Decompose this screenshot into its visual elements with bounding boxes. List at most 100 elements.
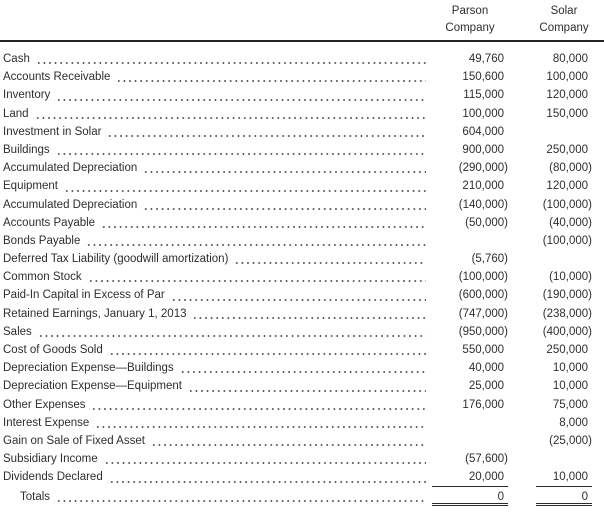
- table-row: Totals 0 0: [3, 488, 592, 507]
- dot-leader: [85, 268, 426, 287]
- parson-amount: (950,000): [458, 325, 508, 338]
- solar-amount: 150,000: [546, 107, 588, 120]
- row-label: Interest Expense: [3, 416, 90, 429]
- solar-amount: 10,000: [552, 362, 588, 375]
- row-label: Accounts Receivable: [3, 71, 111, 84]
- parson-amount: 25,000: [468, 380, 504, 393]
- solar-amount: 8,000: [559, 416, 588, 429]
- solar-amount: (25,000): [549, 434, 592, 447]
- solar-amount: [536, 123, 592, 141]
- table-row: Depreciation Expense—Equipment 25,000 10…: [3, 377, 592, 396]
- solar-amount: (40,000): [549, 216, 592, 229]
- table-row: Cash 49,760 80,000: [3, 50, 592, 69]
- dot-leader: [190, 304, 426, 323]
- table-row: Inventory 115,000 120,000: [3, 86, 592, 105]
- solar-amount: (10,000): [549, 271, 592, 284]
- parson-amount: [432, 432, 508, 450]
- solar-amount: 120,000: [546, 89, 588, 102]
- parson-amount: (50,000): [465, 216, 508, 229]
- table-row: Land 100,000 150,000: [3, 104, 592, 123]
- column-headers: Parson Company Solar Company: [0, 3, 604, 36]
- row-label: Buildings: [3, 143, 50, 156]
- row-label: Subsidiary Income: [3, 453, 98, 466]
- parson-amount: 176,000: [462, 398, 504, 411]
- parson-amount: (747,000): [458, 307, 508, 320]
- solar-amount: [536, 450, 592, 468]
- row-label: Common Stock: [3, 271, 82, 284]
- dot-leader: [141, 195, 426, 214]
- solar-amount: 80,000: [552, 53, 588, 65]
- dot-leader: [114, 68, 426, 87]
- table-row: Buildings 900,000 250,000: [3, 140, 592, 160]
- parson-amount: 20,000: [432, 468, 508, 487]
- dot-leader: [35, 322, 426, 341]
- table-row: Equipment 210,000 120,000: [3, 177, 592, 196]
- solar-amount: 100,000: [546, 71, 588, 84]
- parson-amount: [432, 232, 508, 250]
- parson-amount: 40,000: [468, 362, 504, 375]
- account-rows: Cash 49,760 80,000 Accounts Receivable 1…: [0, 42, 604, 507]
- solar-amount: (238,000): [542, 307, 592, 320]
- solar-amount: 75,000: [552, 398, 588, 411]
- parson-amount: (100,000): [458, 271, 508, 284]
- table-row: Investment in Solar 604,000: [3, 122, 592, 141]
- dot-leader: [89, 395, 426, 414]
- row-label: Totals: [20, 491, 51, 503]
- parson-amount: (5,760): [471, 253, 508, 266]
- header-divider-rule: [0, 40, 604, 42]
- row-label: Accumulated Depreciation: [3, 198, 138, 211]
- dot-leader: [232, 250, 426, 269]
- table-row: Accounts Receivable 150,600 100,000: [3, 68, 592, 87]
- parson-amount: 115,000: [463, 89, 504, 102]
- solar-amount: (80,000): [549, 162, 592, 175]
- dot-leader: [177, 359, 426, 378]
- parson-amount: 550,000: [462, 344, 504, 356]
- row-label: Sales: [3, 325, 32, 338]
- column-header-solar: Solar Company: [536, 3, 592, 36]
- dot-leader: [168, 286, 426, 305]
- row-label: Cash: [3, 53, 30, 65]
- parson-amount: 150,600: [462, 71, 504, 84]
- dot-leader: [106, 468, 426, 487]
- solar-amount: (400,000): [542, 325, 592, 338]
- solar-amount: [536, 250, 592, 268]
- table-row: Gain on Sale of Fixed Asset (25,000): [3, 431, 592, 451]
- row-label: Cost of Goods Sold: [3, 344, 103, 356]
- dot-leader: [84, 231, 426, 251]
- parson-amount: 210,000: [462, 180, 504, 193]
- dot-leader: [101, 450, 426, 469]
- dot-leader: [106, 341, 426, 360]
- dot-leader: [99, 213, 426, 232]
- parson-amount: (57,600): [465, 453, 508, 466]
- parson-amount: 604,000: [462, 125, 504, 138]
- table-row: Depreciation Expense—Buildings 40,000 10…: [3, 359, 592, 378]
- table-row: Dividends Declared 20,000 10,000: [3, 468, 592, 487]
- dot-leader: [61, 177, 426, 196]
- parson-amount: 0: [432, 488, 508, 507]
- table-row: Other Expenses 176,000 75,000: [3, 395, 592, 414]
- parson-header-line2: Company: [445, 21, 495, 34]
- table-row: Interest Expense 8,000: [3, 413, 592, 432]
- row-label: Equipment: [3, 180, 58, 193]
- solar-amount: 250,000: [546, 344, 588, 356]
- table-row: Accounts Payable (50,000) (40,000): [3, 213, 592, 232]
- parson-amount: (600,000): [458, 289, 508, 302]
- dot-leader: [53, 140, 426, 160]
- parson-header-line1: Parson: [451, 5, 489, 17]
- table-row: Cost of Goods Sold 550,000 250,000: [3, 341, 592, 360]
- row-label: Inventory: [3, 89, 51, 102]
- dot-leader: [54, 488, 426, 507]
- row-label: Paid-In Capital in Excess of Par: [3, 289, 165, 302]
- dot-leader: [141, 159, 426, 178]
- dot-leader: [54, 86, 426, 105]
- row-label: Investment in Solar: [3, 125, 102, 138]
- row-label: Other Expenses: [3, 398, 86, 411]
- dot-leader: [33, 50, 426, 69]
- table-row: Accumulated Depreciation (140,000) (100,…: [3, 195, 592, 214]
- solar-header-line2: Company: [539, 21, 589, 34]
- row-label: Land: [3, 107, 29, 120]
- row-label: Dividends Declared: [3, 471, 103, 484]
- parson-amount: 100,000: [462, 107, 504, 120]
- table-row: Sales (950,000) (400,000): [3, 322, 592, 341]
